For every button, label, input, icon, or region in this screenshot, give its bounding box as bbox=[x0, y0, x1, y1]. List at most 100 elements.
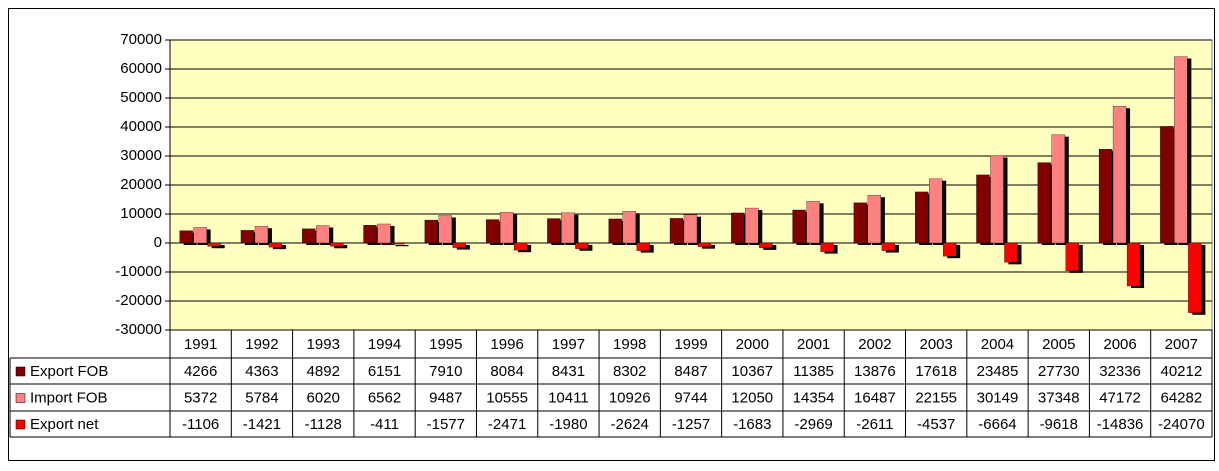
bar-shadow bbox=[702, 245, 715, 249]
bar bbox=[683, 214, 698, 244]
table-cell: -1421 bbox=[243, 416, 281, 433]
table-cell: -2969 bbox=[794, 416, 832, 433]
table-cell: 8431 bbox=[552, 363, 585, 380]
table-cell: -1257 bbox=[672, 416, 710, 433]
table-cell: 1998 bbox=[613, 336, 646, 353]
table-cell: 2002 bbox=[858, 336, 891, 353]
table-cell: -1577 bbox=[427, 416, 465, 433]
bar bbox=[1126, 242, 1141, 287]
bar bbox=[240, 230, 255, 244]
table-cell: 13876 bbox=[854, 363, 896, 380]
table-cell: 9744 bbox=[674, 389, 707, 406]
table-cell: 1999 bbox=[674, 336, 707, 353]
bar bbox=[731, 212, 745, 244]
bar bbox=[499, 212, 514, 244]
y-tick-label: 0 bbox=[154, 234, 162, 251]
y-tick-label: 10000 bbox=[120, 205, 162, 222]
legend-swatch bbox=[15, 419, 26, 430]
bar bbox=[853, 202, 868, 244]
y-tick-label: -30000 bbox=[115, 321, 162, 338]
bar bbox=[207, 242, 221, 247]
table-cell: 2005 bbox=[1042, 336, 1075, 353]
table-cell: 11385 bbox=[793, 363, 834, 380]
bar bbox=[452, 242, 466, 248]
table-cell: 6151 bbox=[368, 363, 401, 380]
table-cell: -24070 bbox=[1158, 416, 1205, 433]
bar bbox=[1037, 162, 1051, 244]
bar bbox=[575, 242, 589, 249]
bar bbox=[1051, 134, 1065, 244]
table-cell: 8302 bbox=[613, 363, 646, 380]
bar bbox=[1188, 242, 1202, 313]
bar bbox=[561, 212, 575, 244]
y-tick-label: 50000 bbox=[120, 89, 162, 106]
table-cell: 10926 bbox=[609, 389, 651, 406]
bar bbox=[915, 191, 929, 244]
table-cell: 2004 bbox=[981, 336, 1014, 353]
table-cell: 40212 bbox=[1160, 363, 1202, 380]
table-cell: -2624 bbox=[611, 416, 649, 433]
table-cell: 4266 bbox=[184, 363, 217, 380]
bar bbox=[424, 219, 438, 244]
legend-label: Export FOB bbox=[30, 363, 108, 380]
bar bbox=[438, 215, 452, 244]
bar bbox=[485, 219, 500, 244]
table-cell: 1995 bbox=[429, 336, 462, 353]
legend-label: Export net bbox=[30, 416, 99, 433]
table-cell: 2007 bbox=[1165, 336, 1198, 353]
table-cell: 30149 bbox=[977, 389, 1019, 406]
legend-swatch bbox=[15, 366, 26, 377]
table-cell: 10411 bbox=[548, 389, 589, 406]
bar bbox=[179, 230, 193, 244]
table-cell: -1980 bbox=[549, 416, 587, 433]
table-cell: -4537 bbox=[917, 416, 955, 433]
bar bbox=[1098, 149, 1113, 244]
table-cell: 10555 bbox=[486, 389, 528, 406]
y-tick-label: -20000 bbox=[115, 292, 162, 309]
table-cell: -1128 bbox=[305, 416, 342, 433]
bar bbox=[547, 218, 561, 244]
table-cell: 37348 bbox=[1038, 389, 1080, 406]
bar bbox=[820, 242, 834, 252]
table-cell: 22155 bbox=[915, 389, 957, 406]
table-cell: -14836 bbox=[1097, 416, 1144, 433]
table-cell: -1683 bbox=[733, 416, 771, 433]
table-cell: 2003 bbox=[919, 336, 952, 353]
legend-label: Import FOB bbox=[30, 389, 108, 406]
y-tick-label: -10000 bbox=[115, 263, 162, 280]
table-cell: 1996 bbox=[490, 336, 523, 353]
table-cell: 1991 bbox=[184, 336, 217, 353]
table-cell: 17618 bbox=[915, 363, 957, 380]
bar bbox=[990, 155, 1004, 244]
table-cell: -1106 bbox=[182, 416, 219, 433]
table-cell: 4363 bbox=[245, 363, 278, 380]
bar bbox=[929, 178, 943, 244]
table-cell: 7910 bbox=[429, 363, 462, 380]
table-cell: 5372 bbox=[184, 389, 217, 406]
bar bbox=[302, 228, 316, 244]
table-cell: 1997 bbox=[552, 336, 585, 353]
bar bbox=[1065, 242, 1079, 272]
y-tick-label: 70000 bbox=[120, 31, 162, 48]
y-tick-label: 40000 bbox=[120, 118, 162, 135]
bar bbox=[391, 242, 405, 245]
table-cell: 6562 bbox=[368, 389, 401, 406]
table-cell: -2471 bbox=[488, 416, 526, 433]
table-cell: 5784 bbox=[245, 389, 278, 406]
table-cell: 1992 bbox=[245, 336, 278, 353]
bar bbox=[622, 211, 636, 244]
table-cell: 10367 bbox=[731, 363, 773, 380]
bar bbox=[1174, 56, 1188, 244]
table-cell: 8084 bbox=[490, 363, 523, 380]
bar bbox=[669, 218, 684, 244]
bar bbox=[759, 242, 773, 249]
bar bbox=[316, 225, 330, 244]
table-cell: 2006 bbox=[1103, 336, 1136, 353]
bar bbox=[330, 242, 344, 247]
table-cell: -2611 bbox=[856, 416, 893, 433]
table-cell: -6664 bbox=[978, 416, 1016, 433]
bar bbox=[943, 242, 957, 257]
table-cell: 1994 bbox=[368, 336, 401, 353]
bar bbox=[792, 209, 806, 244]
